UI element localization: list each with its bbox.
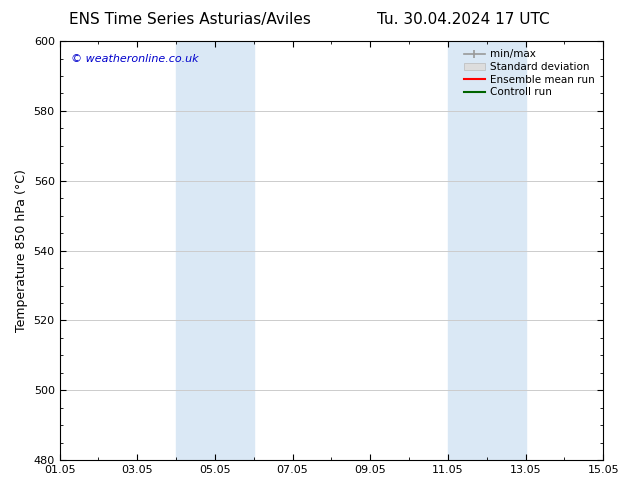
Bar (448, 41, 526, 460)
Text: Tu. 30.04.2024 17 UTC: Tu. 30.04.2024 17 UTC (377, 12, 549, 27)
Y-axis label: Temperature 850 hPa (°C): Temperature 850 hPa (°C) (15, 169, 28, 332)
Bar (176, 41, 254, 460)
Text: © weatheronline.co.uk: © weatheronline.co.uk (70, 53, 198, 64)
Legend: min/max, Standard deviation, Ensemble mean run, Controll run: min/max, Standard deviation, Ensemble me… (461, 46, 598, 100)
Text: ENS Time Series Asturias/Aviles: ENS Time Series Asturias/Aviles (69, 12, 311, 27)
